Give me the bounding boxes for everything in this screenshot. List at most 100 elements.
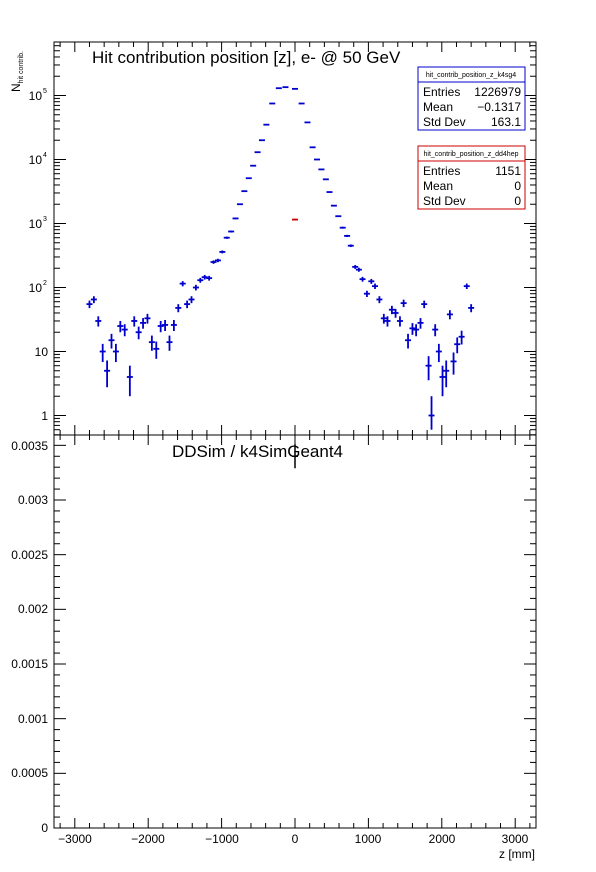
stats-box-1-stddev-label: Std Dev [423,115,466,129]
y-tick-10: 10 [35,345,49,359]
data-point-s0-63 [376,296,383,304]
top-data-points [86,86,475,430]
bottom-title: DDSim / k4SimGeant4 [172,442,343,461]
x-tick-3000: 3000 [502,832,529,846]
data-point-s0-50 [322,178,329,181]
data-point-s0-9 [126,365,133,397]
stats-box-1-mean-label: Mean [423,100,453,114]
data-point-s0-58 [355,267,362,272]
ratio-tick-0.003: 0.003 [18,493,48,507]
data-point-s0-2 [95,316,102,327]
data-point-s0-48 [314,158,321,161]
ratio-tick-0.0025: 0.0025 [11,548,48,562]
x-tick-m3000: −3000 [58,832,92,846]
data-point-s0-59 [359,276,366,282]
data-point-s1-0 [292,218,298,221]
data-point-s0-35 [241,190,248,193]
data-point-s0-57 [352,265,359,269]
svg-text:3: 3 [43,216,47,223]
data-point-s0-6 [112,343,119,363]
svg-text:10: 10 [29,153,43,167]
x-tick-m2000: −2000 [131,832,165,846]
data-point-s0-31 [223,236,230,239]
svg-text:10: 10 [29,89,43,103]
svg-text:5: 5 [43,88,47,95]
svg-text:10: 10 [29,217,43,231]
data-point-s0-10 [131,316,138,327]
stats-box-1-entries-value: 1226979 [474,85,521,99]
data-point-s0-71 [409,323,416,335]
data-point-s0-36 [245,177,252,180]
y-tick-1e4: 10 4 [29,152,47,167]
data-point-s0-78 [435,343,442,363]
data-point-s0-15 [153,341,160,359]
stats-box-1-stddev-value: 163.1 [491,115,521,129]
top-axis-ticks [54,42,536,436]
data-point-s0-34 [236,203,243,206]
stats-box-2-stddev-value: 0 [514,194,521,208]
data-point-s0-77 [432,324,439,337]
data-point-s0-5 [108,333,115,349]
ratio-tick-0.002: 0.002 [18,602,48,616]
data-point-s0-73 [417,318,424,329]
stats-box-2-mean-value: 0 [514,179,521,193]
data-point-s0-29 [214,258,221,263]
ratio-point-0 [292,444,298,469]
svg-text:10: 10 [29,281,43,295]
data-point-s0-56 [347,244,354,248]
bottom-plot-frame [53,434,537,829]
data-point-s0-60 [363,290,370,297]
data-point-s0-33 [232,217,239,220]
data-point-s0-7 [117,320,124,333]
ratio-tick-0: 0 [41,821,48,835]
stats-box-2-name: hit_contrib_position_z_dd4hep [424,151,519,158]
top-y-tick-labels: 1 10 10 2 10 3 10 4 10 5 [29,88,49,423]
data-point-s0-69 [400,299,407,308]
top-y-axis-label: Nhit contrib. [9,51,25,92]
data-point-s0-1 [90,296,97,304]
data-point-s0-27 [206,275,213,281]
ratio-tick-0.001: 0.001 [18,712,48,726]
data-point-s0-53 [335,215,342,218]
stats-box-2-mean-label: Mean [423,179,453,193]
data-point-s0-24 [192,284,199,291]
svg-text:2: 2 [43,280,47,287]
data-point-s0-3 [99,343,106,363]
data-point-s0-22 [184,300,191,309]
data-point-s0-51 [326,191,333,193]
data-point-s0-13 [144,313,151,324]
data-point-s0-64 [380,313,387,324]
y-axis-label-main: N [9,83,23,92]
stats-box-2-stddev-label: Std Dev [423,194,466,208]
data-point-s0-21 [179,281,186,287]
data-point-s0-76 [428,396,435,430]
stats-box-2-entries-label: Entries [423,164,460,178]
y-tick-1e5: 10 5 [29,88,47,103]
x-axis-label: z [mm] [499,847,535,861]
ratio-tick-0.0015: 0.0015 [11,657,48,671]
data-point-s0-20 [175,304,182,313]
data-point-s0-85 [463,283,470,289]
top-title: Hit contribution position [z], e- @ 50 G… [92,48,401,67]
bottom-y-tick-labels: 0 0.0005 0.001 0.0015 0.002 0.0025 0.003… [11,439,48,835]
data-point-s0-37 [250,164,257,167]
x-tick-0: 0 [292,832,299,846]
y-tick-1e3: 10 3 [29,216,47,231]
data-point-s0-84 [458,330,465,345]
data-point-s0-0 [86,300,93,309]
bottom-x-tick-labels: −3000 −2000 −1000 0 1000 2000 3000 [58,832,529,846]
data-point-s0-62 [372,283,379,289]
data-point-s0-52 [330,204,337,207]
x-tick-1000: 1000 [355,832,382,846]
y-axis-label-sub: hit contrib. [18,51,25,83]
data-point-s0-65 [384,316,391,327]
stats-box-2-entries-value: 1151 [495,164,521,178]
y-tick-1e2: 10 2 [29,280,47,295]
stats-box-dd4hep: hit_contrib_position_z_dd4hep Entries 11… [417,145,526,210]
data-point-s0-49 [318,168,325,171]
data-point-s0-28 [210,260,217,264]
data-point-s0-30 [219,250,226,254]
data-point-s0-32 [228,230,235,233]
data-point-s0-67 [392,308,399,318]
svg-text:Nhit contrib.: Nhit contrib. [9,51,25,92]
